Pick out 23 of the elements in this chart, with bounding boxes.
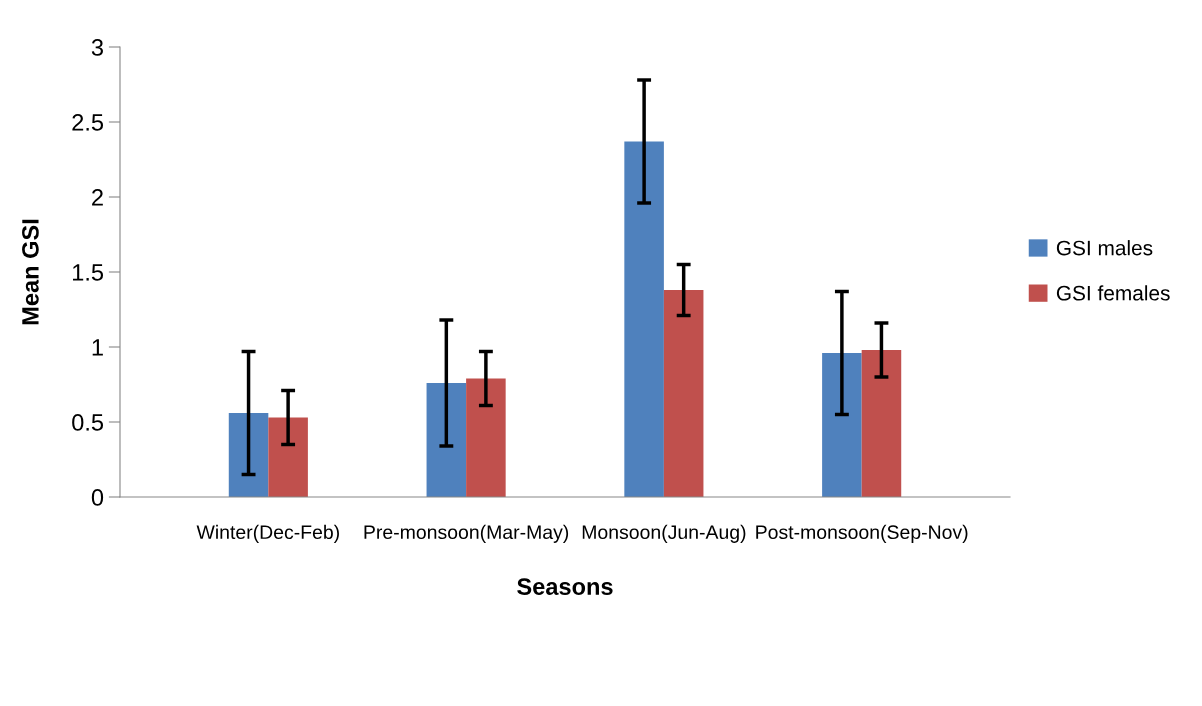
y-tick-label: 0.5 (72, 414, 104, 431)
y-tick-label: 2.5 (72, 114, 104, 131)
legend-label: GSI females (1056, 285, 1170, 301)
legend-label: GSI males (1056, 240, 1153, 256)
y-tick-label: 1.5 (73, 264, 104, 281)
y-tick-label: 0 (91, 489, 104, 506)
bar (228, 413, 269, 497)
y-tick-label: 3 (91, 39, 103, 56)
bar (861, 350, 902, 497)
x-tick-label: Monsoon(Jun-Aug) (582, 524, 746, 543)
x-tick-label: Winter(Dec-Feb) (196, 524, 339, 543)
bar (466, 378, 506, 497)
bar (822, 353, 862, 497)
x-tick-label: Post-monsoon(Sep-Nov) (756, 524, 968, 543)
y-tick-label: 2 (92, 189, 103, 206)
bar (663, 290, 704, 497)
x-axis-title: Seasons (517, 578, 613, 595)
x-tick-label: Pre-monsoon(Mar-May) (364, 524, 569, 543)
y-tick-label: 1 (92, 339, 103, 356)
bar (426, 383, 467, 497)
bar (268, 417, 308, 497)
y-axis-title: Mean GSI (22, 219, 39, 325)
bar (624, 141, 664, 497)
